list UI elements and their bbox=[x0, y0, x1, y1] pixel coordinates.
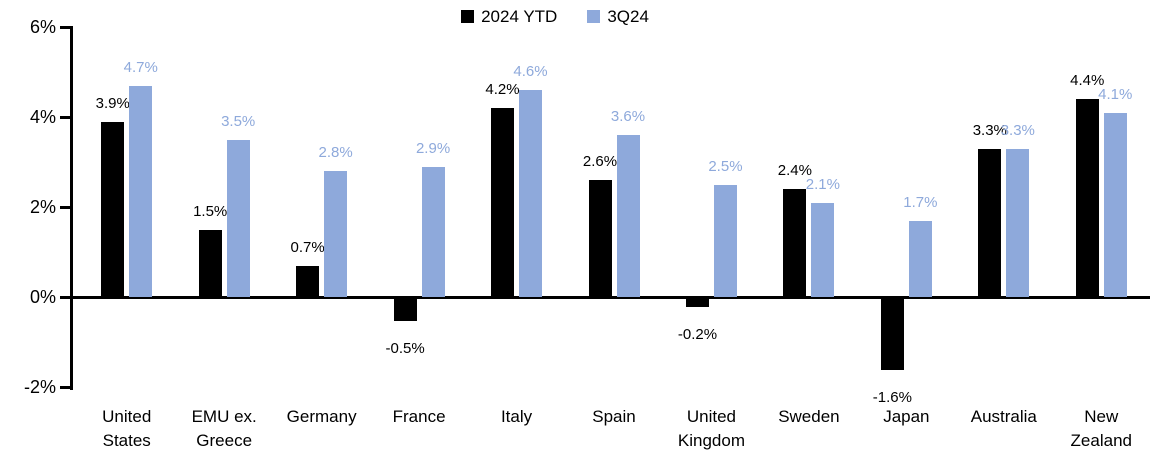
bar-label-3q24-japan: 1.7% bbox=[903, 193, 938, 211]
bar-2024-ytd-united-kingdom bbox=[685, 298, 709, 307]
y-tick bbox=[60, 386, 73, 389]
bar-2024-ytd-france bbox=[393, 298, 417, 321]
legend-item-2024-ytd: 2024 YTD bbox=[461, 8, 557, 25]
category-label-spain: Spain bbox=[592, 407, 636, 426]
bar-2024-ytd-australia bbox=[978, 148, 1002, 297]
bar-2024-ytd-italy bbox=[491, 108, 515, 297]
x-axis-line bbox=[70, 296, 1150, 299]
bar-label-2024-ytd-new-zealand: 4.4% bbox=[1070, 72, 1105, 89]
bar-3q24-australia bbox=[1006, 148, 1030, 297]
bar-3q24-spain bbox=[616, 135, 640, 297]
bar-3q24-france bbox=[421, 166, 445, 297]
bar-2024-ytd-united-states bbox=[101, 121, 125, 297]
bar-label-3q24-new-zealand: 4.1% bbox=[1098, 85, 1133, 103]
bar-label-2024-ytd-france: -0.5% bbox=[385, 339, 425, 357]
bar-2024-ytd-germany bbox=[296, 265, 320, 297]
bar-2024-ytd-spain bbox=[588, 180, 612, 297]
legend-label-3q24: 3Q24 bbox=[607, 7, 649, 26]
bar-3q24-sweden bbox=[811, 202, 835, 297]
bar-2024-ytd-emu-ex-greece bbox=[198, 229, 222, 297]
category-label-japan: Japan bbox=[883, 407, 930, 426]
bar-label-2024-ytd-united-states: 3.9% bbox=[95, 94, 130, 112]
bar-label-2024-ytd-australia: 3.3% bbox=[972, 121, 1007, 139]
category-label-united-kingdom: United Kingdom bbox=[677, 407, 745, 450]
bar-2024-ytd-new-zealand bbox=[1075, 99, 1099, 297]
bar-label-3q24-united-kingdom: 2.5% bbox=[708, 157, 743, 175]
category-label-france: France bbox=[392, 407, 446, 426]
bar-label-3q24-united-states: 4.7% bbox=[123, 58, 158, 76]
y-tick bbox=[60, 26, 73, 29]
y-tick-label: 0% bbox=[29, 287, 56, 307]
bar-2024-ytd-japan bbox=[880, 298, 904, 370]
y-tick-label: 4% bbox=[29, 107, 56, 127]
bar-label-2024-ytd-germany: 0.7% bbox=[290, 238, 325, 256]
bar-label-3q24-france: 2.9% bbox=[415, 139, 451, 157]
bar-3q24-united-states bbox=[129, 85, 153, 297]
legend-item-3q24: 3Q24 bbox=[587, 8, 649, 25]
category-label-sweden: Sweden bbox=[778, 407, 840, 426]
y-tick bbox=[60, 116, 73, 119]
bar-label-2024-ytd-united-kingdom: -0.2% bbox=[677, 326, 718, 343]
bar-label-2024-ytd-emu-ex-greece: 1.5% bbox=[193, 202, 228, 220]
bar-3q24-emu-ex-greece bbox=[226, 139, 250, 297]
category-label-united-states: United States bbox=[102, 407, 152, 450]
bar-label-3q24-sweden: 2.1% bbox=[805, 175, 840, 193]
bar-3q24-italy bbox=[519, 90, 543, 297]
bar-2024-ytd-sweden bbox=[783, 189, 807, 297]
category-label-germany: Germany bbox=[286, 407, 357, 426]
bar-label-3q24-australia: 3.3% bbox=[1000, 121, 1035, 139]
legend-swatch-2024-ytd bbox=[461, 10, 475, 23]
bar-label-3q24-italy: 4.6% bbox=[513, 63, 548, 80]
bar-label-3q24-emu-ex-greece: 3.5% bbox=[221, 112, 256, 130]
category-label-new-zealand: New Zealand bbox=[1070, 407, 1132, 450]
bar-label-2024-ytd-spain: 2.6% bbox=[582, 153, 618, 170]
category-label-italy: Italy bbox=[500, 407, 533, 426]
y-tick-label: 6% bbox=[29, 17, 56, 37]
bar-label-2024-ytd-sweden: 2.4% bbox=[777, 162, 812, 179]
bar-3q24-japan bbox=[908, 220, 932, 297]
y-tick bbox=[60, 206, 73, 209]
category-label-emu-ex-greece: EMU ex. Greece bbox=[191, 407, 257, 450]
y-tick-label: 2% bbox=[29, 197, 56, 217]
bar-3q24-germany bbox=[324, 171, 348, 297]
bar-3q24-new-zealand bbox=[1103, 112, 1127, 297]
legend-swatch-3q24 bbox=[587, 10, 601, 23]
y-tick bbox=[60, 296, 73, 299]
bar-label-2024-ytd-japan: -1.6% bbox=[872, 389, 912, 406]
bar-label-3q24-spain: 3.6% bbox=[610, 108, 646, 125]
bar-label-2024-ytd-italy: 4.2% bbox=[485, 81, 520, 98]
y-tick-label: -2% bbox=[23, 377, 56, 397]
chart-legend: 2024 YTD 3Q24 bbox=[0, 8, 1110, 25]
legend-label-2024-ytd: 2024 YTD bbox=[481, 7, 558, 26]
bar-label-3q24-germany: 2.8% bbox=[318, 144, 353, 161]
category-label-australia: Australia bbox=[970, 407, 1037, 426]
bar-3q24-united-kingdom bbox=[713, 184, 737, 297]
